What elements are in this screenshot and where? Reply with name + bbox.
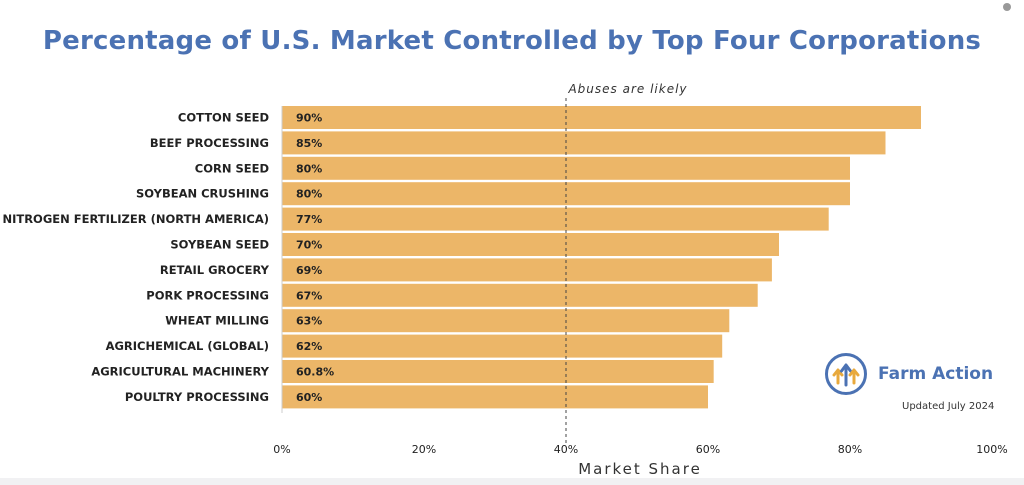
value-label-corn-seed: 80% — [296, 162, 322, 175]
bar-agricultural-machinery — [282, 360, 714, 383]
brand-block: Farm Action Updated July 2024 — [822, 352, 1002, 422]
x-tick-label-60: 60% — [696, 443, 720, 456]
x-tick-label-80: 80% — [838, 443, 862, 456]
bar-corn-seed — [282, 156, 850, 180]
category-label-beef-processing: BEEF PROCESSING — [150, 136, 269, 150]
bars-layer — [282, 106, 921, 409]
x-tick-label-20: 20% — [412, 443, 436, 456]
bar-beef-processing — [282, 131, 886, 155]
category-label-cotton-seed: COTTON SEED — [178, 111, 269, 125]
category-label-soybean-seed: SOYBEAN SEED — [170, 238, 269, 252]
updated-date: Updated July 2024 — [902, 401, 995, 412]
value-label-poultry-processing: 60% — [296, 391, 322, 404]
bar-retail-grocery — [282, 258, 772, 282]
bar-agrichemical-global — [282, 334, 723, 358]
x-tick-label-0: 0% — [273, 443, 290, 456]
bar-soybean-crushing — [282, 182, 850, 206]
category-label-corn-seed: CORN SEED — [195, 161, 269, 175]
bar-nitrogen-fertilizer-north-america — [282, 207, 829, 231]
farm-action-arrow-logo-icon — [825, 353, 867, 395]
value-label-nitrogen-fertilizer-north-america: 77% — [296, 213, 322, 226]
value-label-soybean-seed: 70% — [296, 239, 322, 252]
category-label-nitrogen-fertilizer-north-america: NITROGEN FERTILIZER (NORTH AMERICA) — [2, 212, 269, 226]
x-axis-title: Market Share — [578, 460, 702, 478]
corner-dot — [1003, 3, 1011, 11]
category-label-agricultural-machinery: AGRICULTURAL MACHINERY — [91, 365, 269, 379]
value-label-cotton-seed: 90% — [296, 112, 322, 125]
value-label-retail-grocery: 69% — [296, 264, 322, 277]
bar-soybean-seed — [282, 233, 779, 256]
category-label-agrichemical-global: AGRICHEMICAL (GLOBAL) — [106, 339, 269, 353]
value-label-agrichemical-global: 62% — [296, 340, 322, 353]
bar-poultry-processing — [282, 385, 708, 409]
brand-name: Farm Action — [878, 364, 994, 384]
footer-band — [0, 478, 1024, 485]
x-axis: 0% 20% 40% 60% 80% 100% Market Share — [273, 106, 1008, 478]
x-tick-label-40: 40% — [554, 443, 578, 456]
category-label-poultry-processing: POULTRY PROCESSING — [125, 390, 269, 404]
value-label-agricultural-machinery: 60.8% — [296, 366, 334, 379]
x-tick-label-100: 100% — [976, 443, 1007, 456]
value-label-wheat-milling: 63% — [296, 315, 322, 328]
threshold-label: Abuses are likely — [567, 82, 687, 96]
category-label-wheat-milling: WHEAT MILLING — [165, 314, 269, 328]
value-label-beef-processing: 85% — [296, 137, 322, 150]
bar-cotton-seed — [282, 106, 921, 129]
value-label-soybean-crushing: 80% — [296, 188, 322, 201]
value-label-pork-processing: 67% — [296, 289, 322, 302]
bar-wheat-milling — [282, 309, 730, 333]
labels-layer: COTTON SEED 90% BEEF PROCESSING 85% CORN SEE… — [2, 111, 334, 404]
category-label-soybean-crushing: SOYBEAN CRUSHING — [136, 187, 269, 201]
threshold-layer: Abuses are likely — [565, 82, 687, 444]
chart-title: Percentage of U.S. Market Controlled by … — [42, 26, 982, 56]
category-label-pork-processing: PORK PROCESSING — [146, 288, 269, 302]
category-label-retail-grocery: RETAIL GROCERY — [160, 263, 270, 277]
bar-pork-processing — [282, 283, 758, 307]
